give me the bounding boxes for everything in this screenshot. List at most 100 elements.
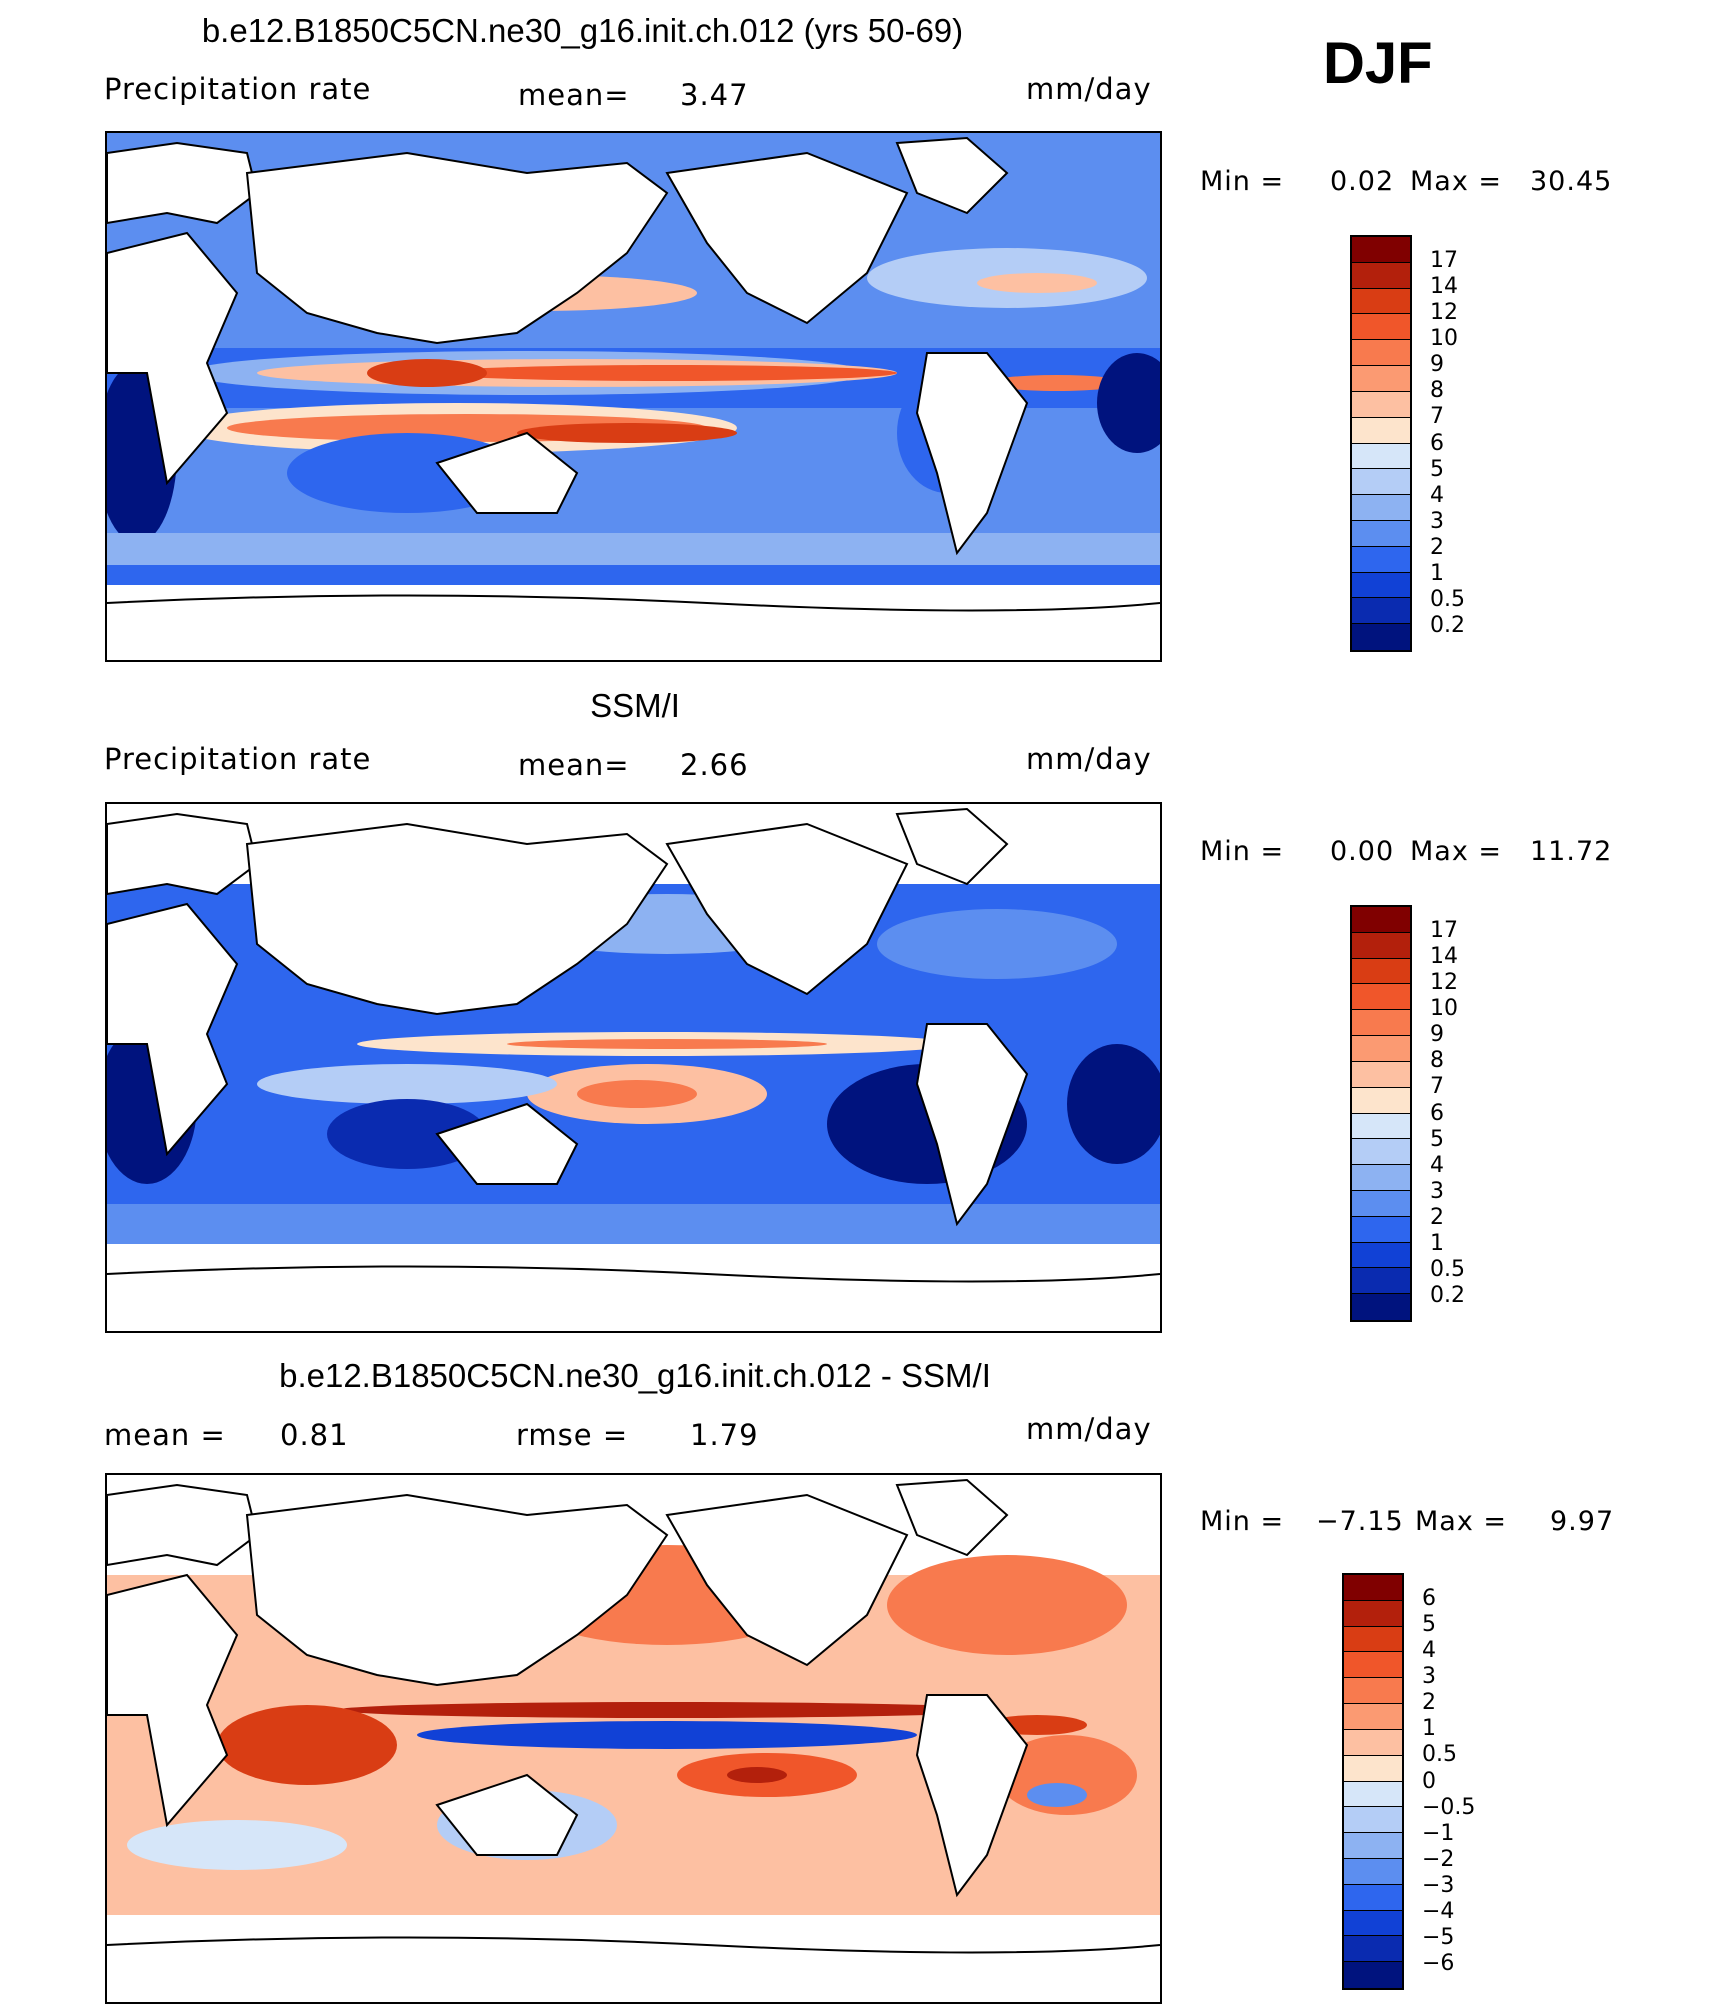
units-label: mm/day	[1026, 72, 1152, 106]
colorbar-swatch	[1352, 1087, 1410, 1114]
colorbar-swatch	[1344, 1704, 1402, 1730]
colorbar-tick-label: 0.5	[1422, 1742, 1457, 1768]
colorbar-swatch	[1352, 958, 1410, 985]
colorbar-swatch	[1344, 1678, 1402, 1705]
colorbar-tick-label: 7	[1430, 404, 1444, 430]
mean-value: 0.81	[280, 1418, 349, 1452]
colorbar-swatch	[1344, 1962, 1402, 1988]
colorbar-tick-label: 5	[1422, 1612, 1436, 1638]
precip-field	[107, 133, 1160, 660]
colorbar-tick-label: 0.2	[1430, 612, 1465, 638]
colorbar-tick-label: 4	[1430, 482, 1444, 508]
colorbar-swatch	[1352, 984, 1410, 1011]
precip-diff-field	[107, 1475, 1160, 2002]
colorbar-tick-label: 0.5	[1430, 1256, 1465, 1282]
colorbar-tick-label: −5	[1422, 1924, 1455, 1950]
min-label: Min =	[1200, 1506, 1285, 1537]
units-label: mm/day	[1026, 742, 1152, 776]
colorbar-swatch	[1352, 1139, 1410, 1166]
colorbar-tick-label: 3	[1430, 1178, 1444, 1204]
colorbar-swatch	[1352, 572, 1410, 599]
colorbar-tick-label: 10	[1430, 996, 1458, 1022]
colorbar-tick-label: 0	[1422, 1768, 1436, 1794]
colorbar-tick-label: 6	[1430, 1100, 1444, 1126]
max-value: 11.72	[1530, 836, 1613, 867]
colorbar-tick-label: 12	[1430, 970, 1458, 996]
colorbar-swatch	[1352, 520, 1410, 547]
colorbar-tick-label: 4	[1422, 1638, 1436, 1664]
colorbar-swatch	[1352, 907, 1410, 933]
colorbar-tick-label: 14	[1430, 274, 1458, 300]
colorbar-swatch	[1352, 1165, 1410, 1191]
colorbar-tick-label: 8	[1430, 378, 1444, 404]
panel-title: SSM/I	[590, 687, 680, 724]
min-value: 0.00	[1330, 836, 1395, 867]
max-value: 30.45	[1530, 166, 1613, 197]
colorbar-swatch	[1352, 546, 1410, 573]
colorbar-swatch	[1344, 1910, 1402, 1937]
colorbar-swatch	[1344, 1884, 1402, 1911]
colorbar-tick-label: 1	[1422, 1716, 1436, 1742]
max-label: Max =	[1415, 1506, 1508, 1537]
colorbar-swatch	[1352, 443, 1410, 470]
colorbar	[1350, 905, 1412, 1322]
colorbar-tick-label: 9	[1430, 1022, 1444, 1048]
colorbar-swatch	[1352, 624, 1410, 650]
variable-label: Precipitation rate	[104, 72, 372, 106]
colorbar-tick-label: 5	[1430, 1126, 1444, 1152]
colorbar-tick-label: 14	[1430, 944, 1458, 970]
min-label: Min =	[1200, 166, 1285, 197]
colorbar-tick-label: 10	[1430, 326, 1458, 352]
colorbar-tick-label: −3	[1422, 1872, 1455, 1898]
colorbar-swatch	[1344, 1807, 1402, 1834]
colorbar-swatch	[1344, 1575, 1402, 1601]
max-label: Max =	[1410, 836, 1503, 867]
colorbar-swatch	[1352, 1242, 1410, 1269]
colorbar-swatch	[1352, 932, 1410, 959]
colorbar-tick-label: 1	[1430, 1230, 1444, 1256]
colorbar	[1350, 235, 1412, 652]
colorbar-tick-label: −2	[1422, 1846, 1455, 1872]
precip-map	[105, 802, 1162, 1333]
colorbar-swatch	[1344, 1755, 1402, 1782]
colorbar-swatch	[1352, 469, 1410, 496]
colorbar-swatch	[1344, 1781, 1402, 1808]
colorbar-swatch	[1352, 1113, 1410, 1140]
colorbar	[1342, 1573, 1404, 1990]
colorbar-tick-label: −6	[1422, 1950, 1455, 1976]
colorbar-tick-label: 8	[1430, 1048, 1444, 1074]
colorbar-swatch	[1352, 1036, 1410, 1062]
min-value: 0.02	[1330, 166, 1395, 197]
colorbar-swatch	[1352, 1190, 1410, 1217]
colorbar-swatch	[1352, 1216, 1410, 1243]
colorbar-swatch	[1352, 340, 1410, 367]
colorbar-swatch	[1352, 314, 1410, 341]
colorbar-tick-label: 4	[1430, 1152, 1444, 1178]
rmse-label: rmse =	[516, 1418, 629, 1452]
colorbar-tick-label: 6	[1430, 430, 1444, 456]
colorbar-tick-label: −4	[1422, 1898, 1455, 1924]
colorbar-swatch	[1344, 1600, 1402, 1627]
colorbar-tick-label: 3	[1422, 1664, 1436, 1690]
colorbar-tick-label: 2	[1422, 1690, 1436, 1716]
colorbar-tick-label: −1	[1422, 1820, 1455, 1846]
colorbar-swatch	[1344, 1936, 1402, 1963]
colorbar-tick-label: 0.5	[1430, 586, 1465, 612]
min-label: Min =	[1200, 836, 1285, 867]
colorbar-swatch	[1344, 1729, 1402, 1756]
panel-title: b.e12.B1850C5CN.ne30_g16.init.ch.012 - S…	[279, 1357, 991, 1394]
colorbar-swatch	[1352, 598, 1410, 625]
colorbar-tick-label: 2	[1430, 1204, 1444, 1230]
mean-label: mean=	[518, 78, 630, 112]
mean-label: mean=	[518, 748, 630, 782]
colorbar-swatch	[1344, 1626, 1402, 1653]
colorbar-swatch	[1352, 1010, 1410, 1037]
max-label: Max =	[1410, 166, 1503, 197]
colorbar-tick-label: 0.2	[1430, 1282, 1465, 1308]
precip-field	[107, 804, 1160, 1331]
colorbar-swatch	[1352, 495, 1410, 521]
colorbar-tick-label: 12	[1430, 300, 1458, 326]
colorbar-tick-label: 17	[1430, 248, 1458, 274]
season-label: DJF	[1323, 31, 1433, 96]
colorbar-tick-label: 1	[1430, 560, 1444, 586]
